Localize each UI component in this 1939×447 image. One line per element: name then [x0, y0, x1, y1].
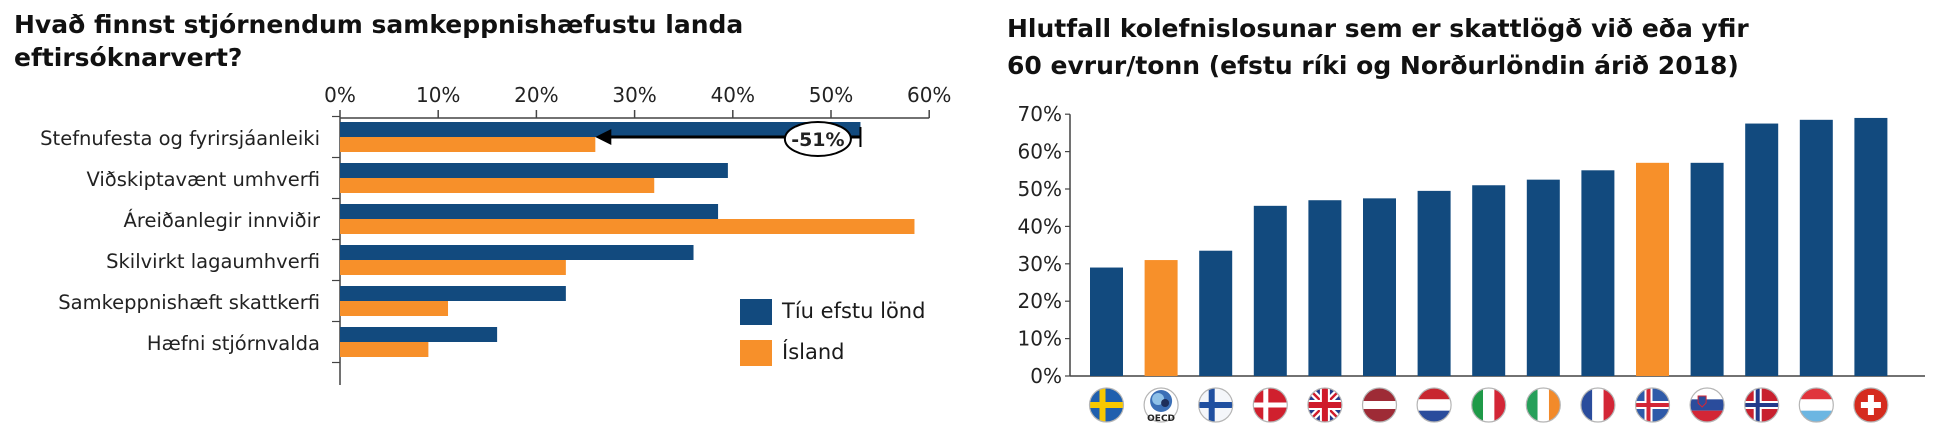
x-tick-label: 0% [324, 83, 356, 107]
bar [1581, 170, 1615, 376]
x-tick-label: 40% [711, 83, 755, 107]
category-label: Áreiðanlegir innviðir [124, 209, 321, 232]
bar [1308, 200, 1342, 376]
x-tick-label: 30% [612, 83, 656, 107]
legend-swatch [740, 340, 772, 366]
annotation-bubble [783, 121, 852, 157]
bar [1472, 185, 1506, 376]
bar-top-ten [340, 286, 566, 301]
category-label: Samkeppnishæft skattkerfi [58, 291, 320, 314]
y-tick-label: 10% [1018, 327, 1062, 351]
x-tick-label: 50% [809, 83, 853, 107]
bar [1090, 267, 1123, 376]
bar [1363, 198, 1396, 376]
bar [1526, 179, 1560, 376]
x-tick-label: 10% [416, 83, 460, 107]
flag-france-icon: Frakkland [1580, 387, 1616, 423]
bar [1745, 123, 1779, 376]
right-chart-panel: Hlutfall kolefnislosunar sem er skattlög… [985, 0, 1939, 447]
flag-italy-icon: Ítalía [1471, 387, 1507, 423]
bar-iceland [340, 219, 915, 234]
bar-iceland [340, 260, 566, 275]
category-label: Stefnufesta og fyrirsjáanleiki [40, 127, 320, 150]
category-label: Hæfni stjórnvalda [147, 332, 320, 355]
bar-iceland [340, 301, 449, 316]
legend-label: Ísland [782, 340, 845, 364]
y-tick-label: 60% [1018, 140, 1062, 164]
flag-finland-icon: Finnland [1198, 387, 1234, 423]
bar-iceland [340, 137, 596, 152]
flag-netherlands-icon: Holland [1416, 387, 1452, 423]
bar-top-ten [340, 245, 694, 260]
bar-top-ten [340, 327, 498, 342]
flag-slovenia-icon: Slóvenía [1689, 387, 1725, 423]
bar [1636, 162, 1669, 376]
bar-iceland [340, 178, 655, 193]
flag-sweden-icon: Svíþjóð [1088, 387, 1125, 423]
bar [1799, 119, 1833, 376]
x-tick-label: 20% [514, 83, 558, 107]
y-tick-label: 40% [1018, 214, 1062, 238]
flag-ireland-icon: Írland [1525, 387, 1561, 423]
vertical-bar-chart: 0% 10% 20% 30% 40% 50% 60% 70% Svíþjóð OECDOECD Fi… [1018, 102, 1925, 424]
oecd-logo-icon: OECDOECD [1143, 387, 1179, 424]
category-label: Skilvirkt lagaumhverfi [106, 250, 320, 273]
y-tick-label: 50% [1018, 177, 1062, 201]
bar [1690, 162, 1724, 376]
bar-top-ten [340, 122, 861, 137]
flag-luxembourg-icon: Lúxemborg [1798, 387, 1834, 423]
x-tick-label: 60% [907, 83, 951, 107]
y-tick-label: 30% [1018, 252, 1062, 276]
bar [1253, 205, 1287, 376]
category-label: Viðskiptavænt umhverfi [86, 168, 320, 191]
horizontal-bar-chart: 0% 10% 20% 30% 40% 50% 60% Stefnufesta og fyrir… [40, 83, 951, 385]
flag-latvia-icon: Lettland [1361, 387, 1398, 423]
left-chart-panel: Hvað finnst stjórnendum samkeppnishæfust… [0, 0, 960, 447]
bar [1854, 117, 1888, 376]
flag-norway-icon: Noregur [1744, 387, 1780, 423]
flag-switzerland-icon: Sviss [1853, 387, 1889, 423]
bar [1417, 190, 1451, 376]
y-tick-label: 0% [1030, 364, 1062, 388]
oecd-label: OECD [1147, 414, 1175, 424]
chart-title: Hlutfall kolefnislosunar sem er skattlög… [1007, 14, 1749, 80]
flag-iceland-icon: Ísland [1634, 387, 1671, 423]
arrow-head [595, 129, 612, 145]
bar-top-ten [340, 204, 719, 219]
bar-iceland [340, 342, 429, 357]
bar [1199, 250, 1233, 376]
bar [1144, 260, 1178, 376]
flag-denmark-icon: Danmörk [1252, 387, 1288, 423]
y-tick-label: 20% [1018, 289, 1062, 313]
legend-label: Tíu efstu lönd [782, 299, 926, 323]
flag-uk-icon: Bretland [1307, 387, 1343, 423]
legend-swatch [740, 299, 772, 325]
bar-top-ten [340, 163, 728, 178]
chart-title: Hvað finnst stjórnendum samkeppnishæfust… [14, 10, 744, 72]
annotation-text: -51% [791, 129, 844, 151]
y-tick-label: 70% [1018, 102, 1062, 126]
